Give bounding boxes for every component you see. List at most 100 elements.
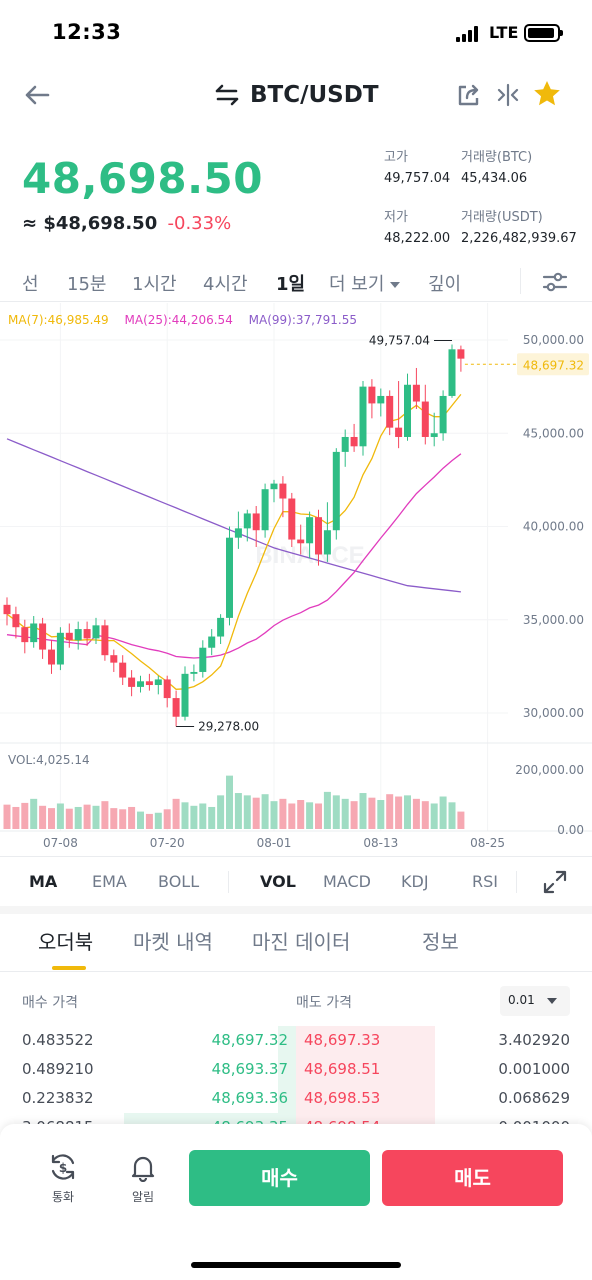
candle-body (315, 517, 322, 555)
volume-bar (377, 800, 385, 829)
home-indicator (191, 1262, 401, 1268)
indicator-macd[interactable]: MACD (323, 872, 371, 891)
candle-body (261, 489, 269, 531)
tab-margin-data[interactable]: 마진 데이터 (252, 930, 351, 954)
bid-price: 48,697.32 (211, 1031, 288, 1049)
candle-body (448, 349, 456, 396)
volume-bar (306, 802, 314, 829)
candle-body (252, 513, 260, 531)
orderbook-row[interactable]: 0.483522 48,697.32 48,697.33 3.402920 (0, 1026, 592, 1055)
candle-body (65, 632, 73, 641)
buy-button[interactable]: 매수 (189, 1150, 370, 1206)
volume-bar (279, 798, 287, 829)
price-tick-label: 40,000.00 (523, 520, 584, 534)
price-tick-label: 35,000.00 (523, 613, 584, 627)
indicator-ema[interactable]: EMA (92, 872, 127, 891)
volume-bar (101, 801, 109, 829)
stat-vol-usdt-value: 2,226,482,939.67 (461, 231, 577, 246)
volume-bar (208, 806, 216, 829)
indicator-rsi[interactable]: RSI (472, 872, 498, 891)
volume-bar (56, 803, 64, 829)
network-label: LTE (489, 23, 519, 42)
interval-tab-15m[interactable]: 15분 (67, 274, 107, 295)
chart-settings-icon[interactable] (542, 270, 568, 294)
volume-bar (172, 798, 180, 829)
candle-body (421, 401, 429, 437)
divider (520, 268, 521, 294)
price-summary: 48,698.50 ≈ $48,698.50 -0.33% 고가 49,757.… (0, 140, 592, 252)
interval-tab-1d[interactable]: 1일 (276, 274, 306, 295)
volume-bar (332, 795, 340, 829)
favorite-star-icon[interactable] (532, 79, 562, 109)
price-change: -0.33% (167, 213, 232, 234)
interval-tab-4h[interactable]: 4시간 (203, 274, 248, 295)
indicator-vol[interactable]: VOL (260, 872, 296, 891)
volume-bar (412, 798, 420, 829)
fullscreen-icon[interactable] (542, 869, 568, 895)
bid-qty: 0.223832 (22, 1089, 94, 1107)
volume-bar (448, 802, 456, 829)
interval-tab-more[interactable]: 더 보기 (329, 270, 401, 296)
sell-button[interactable]: 매도 (382, 1150, 563, 1206)
candlestick-chart[interactable]: BINANCE 50,000.00 45,000.00 40,000.00 35,00… (0, 303, 592, 855)
bell-icon (131, 1156, 155, 1182)
back-arrow-icon[interactable] (22, 80, 52, 110)
ask-qty: 3.402920 (498, 1031, 570, 1049)
fiat-price-line: ≈ $48,698.50 -0.33% (22, 213, 231, 234)
candle-body (288, 498, 296, 540)
volume-bar (154, 812, 162, 829)
chart-canvas[interactable]: BINANCE 50,000.0045,000.0040,000.0035,00… (0, 303, 592, 855)
ma99-value: MA(99):37,791.55 (248, 313, 357, 327)
candle-body (234, 528, 242, 538)
indicator-boll[interactable]: BOLL (158, 872, 200, 891)
candle-body (226, 537, 233, 618)
candle-body (137, 681, 144, 687)
tab-info[interactable]: 정보 (422, 930, 459, 954)
volume-tick-label: 200,000.00 (515, 763, 584, 777)
stat-low-value: 48,222.00 (384, 231, 451, 246)
high-marker-label: 49,757.04 (369, 334, 430, 348)
candle-body (110, 655, 118, 663)
alert-button[interactable]: 알림 (113, 1152, 173, 1205)
tab-market-trades[interactable]: 마켓 내역 (133, 930, 213, 954)
interval-tab-depth[interactable]: 깊이 (428, 274, 462, 295)
orderbook-row[interactable]: 0.489210 48,693.37 48,698.51 0.001000 (0, 1055, 592, 1084)
candle-body (56, 632, 64, 665)
candle-body (279, 483, 287, 499)
candle-body (21, 627, 29, 643)
volume-bar (226, 775, 233, 829)
price-tick-label: 45,000.00 (523, 426, 584, 440)
ask-price: 48,698.54 (304, 1118, 380, 1126)
volume-bar (65, 808, 73, 829)
divider (228, 871, 229, 893)
volume-bar (92, 805, 100, 829)
ask-header: 매도 가격 (296, 995, 352, 1011)
compare-icon[interactable] (496, 83, 520, 107)
pair-selector[interactable]: BTC/USDT (214, 80, 379, 110)
tab-orderbook[interactable]: 오더북 (38, 930, 94, 954)
ask-depth-bar (296, 1113, 436, 1126)
price-tick-label: 30,000.00 (523, 706, 584, 720)
candle-body (119, 662, 127, 678)
volume-bar (421, 801, 429, 829)
candle-body (386, 395, 394, 428)
interval-tab-line[interactable]: 선 (22, 274, 39, 295)
ask-qty: 0.001000 (498, 1060, 570, 1078)
interval-tab-1h[interactable]: 1시간 (132, 274, 177, 295)
currency-button[interactable]: $ 통화 (33, 1152, 93, 1205)
swap-icon (215, 84, 239, 106)
orderbook-row[interactable]: 0.223832 48,693.36 48,698.53 0.068629 (0, 1084, 592, 1113)
active-tab-indicator (52, 966, 86, 970)
candle-body (350, 436, 358, 447)
indicator-kdj[interactable]: KDJ (401, 872, 429, 891)
orderbook-row[interactable]: 3.068815 48,693.35 48,698.54 0.001000 (0, 1113, 592, 1126)
share-icon[interactable] (456, 82, 482, 108)
candle-body (404, 384, 411, 437)
ma7-line (6, 393, 462, 690)
indicator-ma[interactable]: MA (29, 872, 58, 891)
alert-label: 알림 (131, 1190, 155, 1204)
candle-body (101, 625, 109, 656)
signal-icon (456, 26, 482, 42)
candle-body (30, 623, 38, 643)
depth-precision-select[interactable]: 0.01 (500, 986, 570, 1016)
